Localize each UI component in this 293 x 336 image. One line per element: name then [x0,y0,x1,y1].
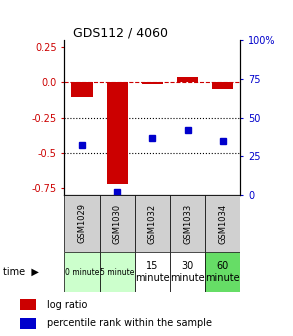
Text: GSM1032: GSM1032 [148,203,157,244]
Bar [212,82,233,89]
Text: 15
minute: 15 minute [135,261,170,283]
Bar [142,82,163,84]
Text: 5 minute: 5 minute [100,268,134,277]
Text: GDS112 / 4060: GDS112 / 4060 [73,26,168,39]
Bar [170,195,205,252]
Text: GSM1034: GSM1034 [218,203,227,244]
Text: time  ▶: time ▶ [3,267,39,277]
Bar [20,299,36,310]
Bar [20,318,36,329]
Bar [71,82,93,96]
Bar [135,195,170,252]
Bar [107,82,128,184]
Text: GSM1029: GSM1029 [78,203,86,244]
Text: 30
minute: 30 minute [170,261,205,283]
Text: GSM1033: GSM1033 [183,203,192,244]
Bar [205,252,240,292]
Text: percentile rank within the sample: percentile rank within the sample [47,319,212,328]
Text: log ratio: log ratio [47,300,87,310]
Bar [135,252,170,292]
Bar [100,195,135,252]
Text: 0 minute: 0 minute [65,268,99,277]
Text: GSM1030: GSM1030 [113,203,122,244]
Text: 60
minute: 60 minute [205,261,240,283]
Bar [170,252,205,292]
Bar [205,195,240,252]
Bar [64,252,100,292]
Bar [100,252,135,292]
Bar [177,77,198,82]
Bar [64,195,100,252]
